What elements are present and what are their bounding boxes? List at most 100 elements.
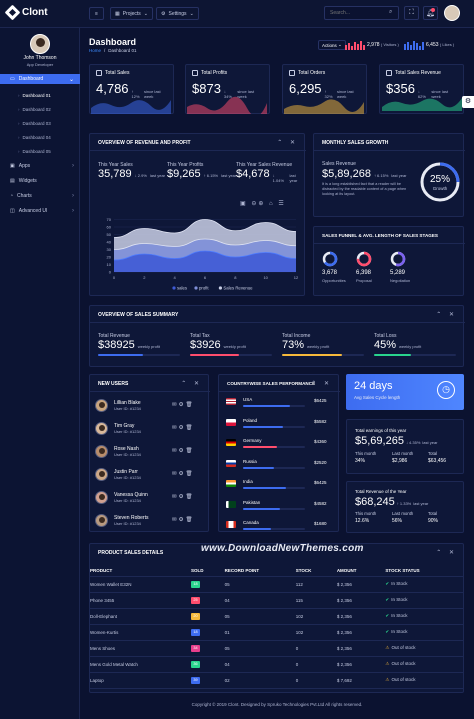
list-item[interactable]: Justin Parr User ID: #1234 ✉ ⚙ 🗑︎: [95, 464, 205, 484]
avatar[interactable]: [444, 5, 460, 21]
monthly-description: It is a long established fact that a rea…: [322, 182, 407, 196]
summary-note: weekly profit: [307, 344, 330, 349]
cycle-label: Avg Sales Cycle length: [354, 395, 401, 400]
trash-icon[interactable]: 🗑︎: [185, 402, 193, 408]
settings-icon[interactable]: ⚙: [178, 425, 184, 431]
stock-status-text: Out of stock: [391, 677, 416, 682]
column-header[interactable]: AMOUNT: [336, 566, 386, 577]
chevron-right-icon: ›: [72, 193, 74, 199]
stock-status: ⚠ Out of stock: [385, 672, 464, 689]
panel-controls[interactable]: ⌃ ✕: [436, 312, 457, 318]
trash-icon[interactable]: 🗑︎: [185, 448, 193, 454]
y-tick-label: 70: [107, 217, 112, 222]
funnel-label: Negotiation: [390, 278, 411, 283]
table-row[interactable]: Mens Shoes 34 05 0 $ 2,356 ⚠ Out of stock: [90, 640, 464, 657]
list-item[interactable]: Tim Gray User ID: #1234 ✉ ⚙ 🗑︎: [95, 418, 205, 438]
country-value: $5582: [314, 418, 327, 424]
column-header[interactable]: STOCK: [295, 566, 337, 577]
user-avatar[interactable]: [30, 34, 50, 54]
projects-label: Projects: [122, 10, 141, 17]
list-item[interactable]: Rose Nash User ID: #1234 ✉ ⚙ 🗑︎: [95, 441, 205, 461]
year-revenue-label: Total Revenue of the Year: [355, 489, 407, 494]
sidebar-sub-dashboard-03[interactable]: Dashboard 03: [0, 118, 80, 128]
chart-toolbar[interactable]: ▣ ⊖⊕ ⌂ ☰: [240, 201, 286, 207]
panel-controls[interactable]: ⌃ ✕: [436, 550, 457, 556]
column-header[interactable]: SOLD: [190, 566, 225, 577]
funnel-value: 3,678: [322, 270, 338, 276]
user-text: Rose Nash User ID: #1234: [114, 446, 172, 457]
revenue-item-change: ↓ 1.04%: [272, 173, 284, 183]
settings-float-button[interactable]: ⚙: [462, 96, 474, 108]
breadcrumb-current: Dashboard 01: [108, 48, 137, 53]
table-row[interactable]: Mens Gold Metal Watch 36 04 0 $ 2,356 ⚠ Out of…: [90, 656, 464, 673]
table-row[interactable]: Women-Kurtis 18 01 102 $ 2,356 ✔ In Stock: [90, 624, 464, 641]
list-item[interactable]: Vanessa Quinn User ID: #1234 ✉ ⚙ 🗑︎: [95, 487, 205, 507]
list-item[interactable]: Lillian Blake User ID: #1234 ✉ ⚙ 🗑︎: [95, 395, 205, 415]
panel-title: MONTHLY SALES GROWTH: [322, 140, 389, 146]
settings-icon[interactable]: ⚙: [178, 448, 184, 454]
trash-icon[interactable]: 🗑︎: [185, 471, 193, 477]
mail-icon[interactable]: ✉: [172, 471, 177, 477]
column-header[interactable]: PRODUCT: [90, 566, 191, 577]
table-row[interactable]: Doll-Elephant 20 05 102 $ 2,356 ✔ In Stock: [90, 608, 464, 625]
menu-toggle-button[interactable]: ≡: [89, 7, 104, 20]
settings-icon[interactable]: ⚙: [178, 517, 184, 523]
column-header[interactable]: RECORD POINT: [224, 566, 296, 577]
sales-cycle-card: 24 days Avg Sales Cycle length ◷: [346, 374, 464, 410]
summary-label: Total Loss: [374, 333, 397, 339]
brand[interactable]: Clont: [4, 4, 48, 21]
table-row[interactable]: Laptop 39 02 0 $ 7,692 ⚠ Out of stock: [90, 672, 464, 689]
earnings-col-label: Last month: [392, 451, 414, 456]
list-item[interactable]: Steven Roberts User ID: #1234 ✉ ⚙ 🗑︎: [95, 510, 205, 530]
table-row[interactable]: Phone 3455 25 04 115 $ 2,356 ✔ In Stock: [90, 592, 464, 609]
sidebar-sub-dashboard-02[interactable]: Dashboard 02: [0, 104, 80, 114]
sidebar-item-dashboard[interactable]: ▭ Dashboard ⌄: [0, 74, 80, 84]
stat-note: since last week: [336, 89, 354, 99]
sidebar-item-apps[interactable]: ▣ Apps ›: [0, 161, 80, 171]
settings-icon[interactable]: ⚙: [178, 402, 184, 408]
mail-icon[interactable]: ✉: [172, 494, 177, 500]
trash-icon[interactable]: 🗑︎: [185, 494, 193, 500]
earnings-change: ↓ 4.35%: [405, 440, 421, 445]
projects-dropdown[interactable]: ▦ Projects ⌄: [110, 7, 153, 20]
breadcrumb-home[interactable]: Home: [89, 48, 102, 53]
revenue-item-profits: This Year Profits $9,265 ↑ 6.15% last year: [167, 162, 236, 180]
trash-icon[interactable]: 🗑︎: [185, 517, 193, 523]
year-revenue-value-row: $68,245 ↑ 1.33% last year: [355, 496, 428, 508]
table-row[interactable]: Women Wallet E32N 18 05 112 $ 2,356 ✔ In Stock: [90, 576, 464, 593]
revenue-item-value: $4,678: [236, 168, 270, 180]
panel-controls[interactable]: ⌃ ✕: [311, 381, 332, 387]
panel-controls[interactable]: ⌃ ✕: [277, 140, 298, 146]
mail-icon[interactable]: ✉: [172, 517, 177, 523]
search-icon[interactable]: ⌕: [389, 9, 393, 15]
sidebar-sub-dashboard-05[interactable]: Dashboard 05: [0, 146, 80, 156]
earnings-note: last year: [422, 440, 438, 445]
mail-icon[interactable]: ✉: [172, 448, 177, 454]
stat-value: 6,295: [289, 81, 322, 96]
country-name: Germany: [243, 438, 262, 443]
stat-value: 4,786: [96, 81, 129, 96]
panel-controls[interactable]: ⌃ ✕: [181, 381, 202, 387]
box-icon: [386, 70, 392, 76]
search-input[interactable]: [324, 6, 399, 20]
actions-dropdown[interactable]: Actions ⌄: [318, 40, 346, 50]
notifications-button[interactable]: 🔔︎: [423, 6, 438, 20]
settings-icon[interactable]: ⚙: [178, 471, 184, 477]
sidebar-sub-dashboard-04[interactable]: Dashboard 04: [0, 132, 80, 142]
settings-icon[interactable]: ⚙: [178, 494, 184, 500]
trash-icon[interactable]: 🗑︎: [185, 425, 193, 431]
mail-icon[interactable]: ✉: [172, 402, 177, 408]
user-avatar: [95, 467, 108, 481]
sidebar-sub-dashboard-01[interactable]: Dashboard 01: [0, 90, 80, 100]
summary-value-row: $3926 weekly profit: [190, 339, 272, 351]
settings-dropdown[interactable]: ⚙ Settings ⌄: [156, 7, 199, 20]
sidebar-item-advanced-ui[interactable]: ◫ Advanced UI ›: [0, 206, 80, 216]
mail-icon[interactable]: ✉: [172, 425, 177, 431]
stat-note: since last week: [237, 89, 255, 99]
growth-label: Growth: [432, 186, 448, 191]
sidebar-item-charts[interactable]: ◔ Charts ›: [0, 191, 80, 201]
x-tick-label: 4: [174, 275, 177, 280]
fullscreen-button[interactable]: ⛶: [404, 6, 419, 20]
column-header[interactable]: STOCK STATUS: [385, 566, 464, 577]
sidebar-item-widgets[interactable]: ▤ Widgets: [0, 176, 80, 186]
